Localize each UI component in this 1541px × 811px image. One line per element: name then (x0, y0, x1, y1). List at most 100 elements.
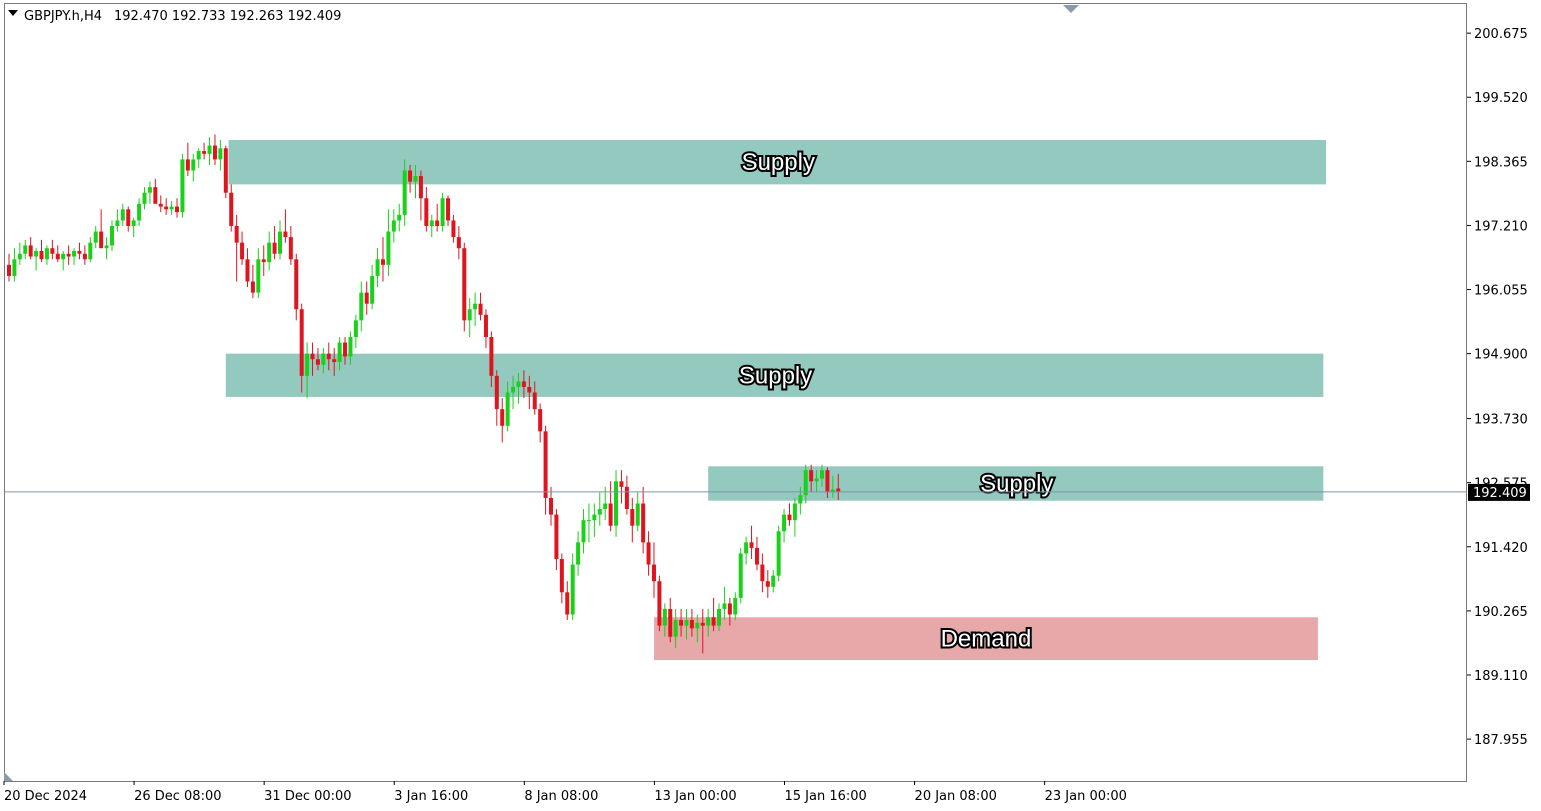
candle-113 (619, 470, 624, 504)
candle-55 (305, 342, 310, 399)
candle-body-67 (370, 275, 375, 304)
candle-76 (418, 170, 423, 221)
candle-body-136 (744, 542, 749, 554)
candle-body-140 (765, 581, 770, 587)
candle-body-116 (635, 503, 640, 526)
candle-body-108 (592, 514, 597, 521)
candle-body-112 (614, 481, 619, 526)
candle-46 (256, 248, 261, 299)
candle-62 (343, 337, 348, 365)
candle-22 (126, 206, 131, 232)
candle-48 (267, 231, 272, 271)
candle-body-43 (240, 242, 245, 260)
candle-body-11 (66, 253, 71, 257)
candle-152 (830, 475, 835, 498)
candle-body-44 (245, 259, 250, 282)
candle-body-52 (288, 237, 293, 260)
candle-124 (679, 608, 684, 637)
candle-42 (234, 214, 239, 282)
svg-text:192.409: 192.409 (1473, 486, 1527, 501)
candle-149 (814, 470, 819, 493)
candle-body-58 (321, 353, 326, 365)
candle-66 (364, 281, 369, 315)
candle-body-4 (28, 245, 33, 257)
candle-body-1 (12, 259, 17, 276)
candle-49 (272, 226, 277, 260)
candle-body-146 (798, 495, 803, 504)
price-tick-label-3: 197.210 (1474, 219, 1528, 234)
candle-3 (23, 239, 28, 260)
candle-body-41 (229, 192, 234, 226)
candle-body-144 (787, 514, 792, 521)
candle-121 (662, 603, 667, 637)
demand-zone-3[interactable] (653, 617, 1318, 661)
candle-138 (754, 536, 759, 571)
candle-body-8 (50, 248, 55, 254)
candle-body-80 (440, 198, 445, 226)
candle-64 (353, 314, 358, 349)
candle-90 (494, 370, 499, 426)
candle-body-61 (337, 342, 342, 362)
candle-body-39 (218, 148, 223, 160)
candle-body-31 (175, 206, 180, 213)
candle-body-78 (429, 220, 434, 226)
time-tick-label-6: 15 Jan 16:00 (784, 789, 866, 804)
candle-body-128 (700, 622, 705, 626)
candle-109 (597, 492, 602, 526)
price-tick-label-5: 194.900 (1474, 348, 1528, 363)
candle-118 (646, 531, 651, 576)
candle-body-51 (283, 231, 288, 238)
candle-body-151 (825, 470, 830, 493)
candle-31 (175, 198, 180, 218)
candle-body-22 (126, 209, 131, 226)
candle-26 (147, 181, 152, 204)
candle-33 (185, 142, 190, 177)
candle-body-66 (364, 292, 369, 304)
candle-body-35 (196, 151, 201, 160)
candle-body-85 (467, 309, 472, 321)
candle-39 (218, 139, 223, 171)
candle-136 (744, 536, 749, 565)
candle-body-28 (158, 203, 163, 207)
chart-shift-marker-icon[interactable] (1063, 5, 1079, 13)
candle-65 (359, 281, 364, 332)
candle-body-74 (408, 170, 413, 182)
candle-43 (240, 231, 245, 265)
candle-body-27 (153, 187, 158, 204)
candle-97 (532, 381, 537, 415)
candle-108 (592, 503, 597, 537)
candle-92 (505, 381, 510, 432)
supply-zone-1[interactable] (225, 353, 1324, 397)
candle-103 (565, 581, 570, 621)
candle-81 (446, 195, 451, 226)
symbol-menu-icon[interactable] (8, 10, 18, 16)
time-tick-label-0: 20 Dec 2024 (4, 789, 87, 804)
time-axis[interactable]: 20 Dec 2024 26 Dec 08:00 31 Dec 00:00 3 Jan… (3, 781, 1127, 804)
candle-125 (684, 608, 689, 640)
candle-61 (337, 337, 342, 371)
candles-layer (7, 134, 841, 654)
candle-body-40 (223, 148, 228, 193)
candle-122 (668, 597, 673, 643)
candle-body-69 (380, 259, 385, 265)
candle-body-14 (82, 253, 87, 260)
candle-87 (478, 292, 483, 321)
candle-112 (614, 470, 619, 537)
candle-147 (803, 464, 808, 504)
candle-75 (413, 164, 418, 199)
candle-115 (630, 497, 635, 543)
candle-40 (223, 145, 228, 199)
candle-67 (370, 264, 375, 310)
candle-body-117 (641, 503, 646, 543)
time-tick-label-4: 8 Jan 08:00 (524, 789, 598, 804)
candle-body-118 (646, 542, 651, 565)
candle-94 (516, 373, 521, 404)
candle-54 (299, 303, 304, 393)
candle-body-125 (684, 620, 689, 626)
candle-body-99 (543, 431, 548, 498)
candle-47 (261, 245, 266, 276)
candle-104 (570, 553, 575, 621)
candle-body-153 (836, 488, 841, 492)
candle-body-17 (99, 231, 104, 249)
